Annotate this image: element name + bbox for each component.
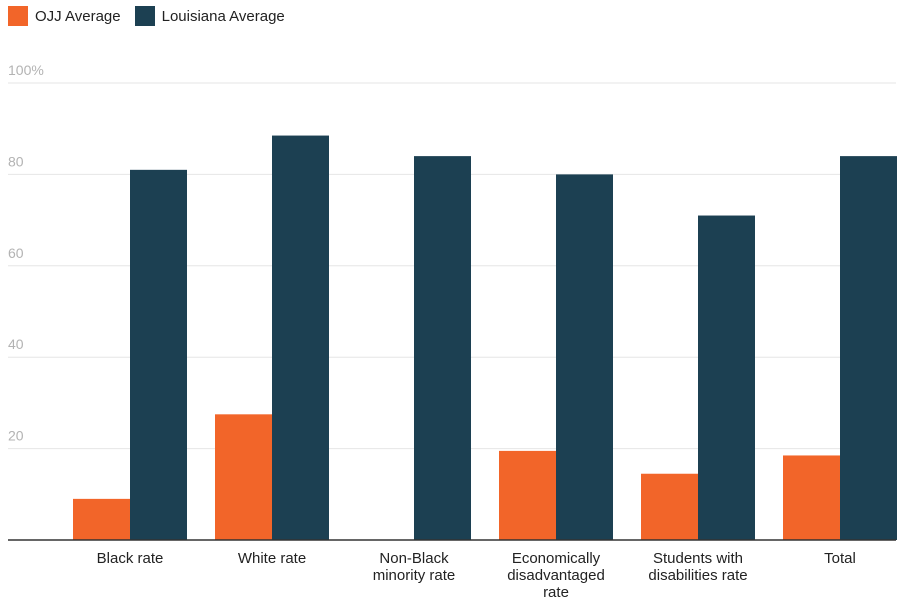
x-category-label-line: White rate bbox=[238, 550, 306, 567]
legend-item-ojj: OJJ Average bbox=[8, 6, 121, 26]
x-category-label-line: rate bbox=[543, 584, 569, 601]
x-category-label-line: minority rate bbox=[373, 567, 456, 584]
x-category-label-line: disabilities rate bbox=[648, 567, 747, 584]
chart-legend: OJJ Average Louisiana Average bbox=[8, 6, 299, 26]
y-tick-label: 20 bbox=[8, 428, 24, 444]
bar-ojj-average bbox=[499, 450, 556, 540]
x-category-label: White rate bbox=[238, 550, 306, 567]
legend-swatch-louisiana bbox=[134, 6, 155, 26]
bar-louisiana-average bbox=[698, 215, 755, 540]
x-category-label-line: Black rate bbox=[97, 550, 164, 567]
bar-ojj-average bbox=[641, 473, 698, 540]
x-category-label-line: disadvantaged bbox=[507, 567, 605, 584]
x-category-label-line: Economically bbox=[512, 550, 601, 567]
x-category-label: Black rate bbox=[97, 550, 164, 567]
bar-ojj-average bbox=[783, 455, 840, 540]
legend-swatch-ojj bbox=[8, 6, 28, 26]
y-tick-label: 80 bbox=[8, 153, 24, 169]
x-category-label-line: Non-Black bbox=[379, 550, 449, 567]
x-category-label-line: Total bbox=[824, 550, 856, 567]
bar-ojj-average bbox=[73, 498, 130, 540]
x-category-label: Total bbox=[824, 550, 856, 567]
y-tick-label: 60 bbox=[8, 245, 24, 261]
x-category-label: Students with disabilities rate bbox=[648, 550, 747, 584]
legend-label-ojj: OJJ Average bbox=[35, 7, 121, 25]
x-category-label: Economically disadvantaged rate bbox=[507, 550, 605, 601]
bar-louisiana-average bbox=[840, 156, 897, 540]
bar-louisiana-average bbox=[272, 135, 329, 540]
legend-label-louisiana: Louisiana Average bbox=[161, 7, 285, 25]
x-category-label-line: Students with bbox=[653, 550, 743, 567]
legend-item-louisiana: Louisiana Average bbox=[134, 6, 285, 26]
bar-louisiana-average bbox=[556, 174, 613, 540]
bar-louisiana-average bbox=[130, 169, 187, 540]
y-tick-label: 100% bbox=[8, 62, 44, 78]
y-tick-label: 40 bbox=[8, 336, 24, 352]
x-category-label: Non-Black minority rate bbox=[373, 550, 456, 584]
bar-ojj-average bbox=[215, 414, 272, 540]
bar-louisiana-average bbox=[414, 156, 471, 540]
